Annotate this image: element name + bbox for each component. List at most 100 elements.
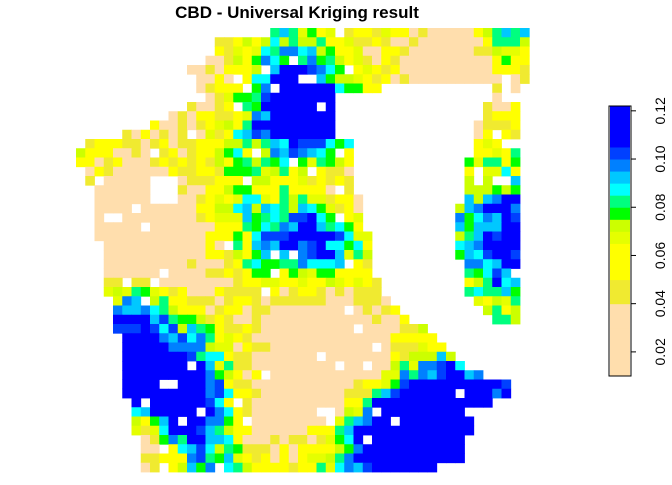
raster-cell bbox=[307, 83, 317, 94]
raster-cell bbox=[242, 259, 253, 269]
raster-cell bbox=[279, 379, 290, 390]
raster-cell bbox=[362, 74, 373, 84]
raster-cell bbox=[446, 370, 456, 380]
raster-cell bbox=[242, 92, 253, 103]
raster-cell bbox=[298, 250, 308, 260]
raster-cell bbox=[335, 74, 345, 84]
raster-cell bbox=[196, 370, 206, 380]
raster-cell bbox=[325, 277, 336, 288]
raster-cell bbox=[261, 222, 271, 232]
raster-cell bbox=[427, 333, 438, 343]
raster-cell bbox=[233, 379, 243, 390]
legend-band bbox=[610, 195, 630, 208]
raster-cell bbox=[122, 333, 132, 343]
raster-cell bbox=[196, 296, 206, 306]
raster-cell bbox=[288, 194, 299, 205]
raster-cell bbox=[353, 462, 364, 473]
raster-cell bbox=[510, 213, 521, 223]
raster-cell bbox=[335, 277, 345, 288]
raster-cell bbox=[353, 46, 364, 57]
raster-cell bbox=[483, 398, 493, 408]
raster-cell bbox=[335, 296, 345, 306]
raster-cell bbox=[159, 287, 169, 297]
raster-cell bbox=[316, 55, 327, 66]
raster-cell bbox=[270, 370, 280, 380]
raster-cell bbox=[316, 250, 327, 260]
raster-cell bbox=[362, 453, 373, 464]
raster-cell bbox=[131, 361, 142, 371]
raster-cell bbox=[279, 361, 290, 371]
raster-cell bbox=[270, 388, 280, 399]
raster-cell bbox=[214, 46, 225, 57]
raster-cell bbox=[372, 296, 382, 306]
raster-cell bbox=[362, 370, 373, 380]
raster-cell bbox=[242, 398, 253, 408]
raster-cell bbox=[242, 453, 253, 464]
raster-cell bbox=[270, 102, 280, 112]
raster-cell bbox=[298, 305, 308, 316]
raster-cell bbox=[251, 185, 262, 195]
raster-cell bbox=[279, 176, 290, 186]
raster-cell bbox=[279, 250, 290, 260]
raster-cell bbox=[316, 287, 327, 297]
raster-cell bbox=[520, 37, 530, 47]
raster-cell bbox=[307, 111, 317, 121]
raster-cell bbox=[372, 370, 382, 380]
raster-cell bbox=[335, 222, 345, 232]
raster-cell bbox=[122, 324, 132, 334]
raster-cell bbox=[270, 296, 280, 306]
raster-cell bbox=[251, 92, 262, 103]
raster-cell bbox=[483, 296, 493, 306]
raster-cell bbox=[233, 259, 243, 269]
raster-cell bbox=[464, 231, 475, 242]
raster-cell bbox=[409, 28, 419, 38]
raster-cell bbox=[251, 296, 262, 306]
raster-cell bbox=[288, 166, 299, 177]
raster-cell bbox=[251, 139, 262, 149]
raster-cell bbox=[187, 351, 197, 362]
raster-cell bbox=[196, 139, 206, 149]
raster-cell bbox=[196, 222, 206, 232]
raster-cell bbox=[436, 407, 447, 417]
raster-cell bbox=[177, 398, 188, 408]
raster-cell bbox=[113, 139, 123, 149]
raster-cell bbox=[131, 351, 142, 362]
raster-cell bbox=[270, 157, 280, 168]
raster-cell bbox=[150, 388, 160, 399]
raster-cell bbox=[501, 185, 512, 195]
raster-cell bbox=[501, 287, 512, 297]
raster-cell bbox=[418, 435, 428, 445]
raster-cell bbox=[492, 148, 502, 158]
raster-cell bbox=[288, 46, 299, 57]
raster-cell bbox=[362, 314, 373, 325]
raster-cell bbox=[316, 222, 327, 232]
raster-cell bbox=[381, 46, 391, 57]
raster-cell bbox=[196, 259, 206, 269]
raster-cell bbox=[316, 444, 327, 454]
raster-cell bbox=[372, 74, 382, 84]
raster-cell bbox=[353, 287, 364, 297]
raster-cell bbox=[242, 407, 253, 417]
raster-cell bbox=[94, 166, 105, 177]
raster-cell bbox=[381, 37, 391, 47]
raster-cell bbox=[510, 203, 521, 214]
raster-cell bbox=[455, 435, 465, 445]
raster-cell bbox=[224, 120, 234, 131]
raster-cell bbox=[344, 46, 354, 57]
raster-cell bbox=[473, 398, 484, 408]
raster-cell bbox=[381, 324, 391, 334]
raster-cell bbox=[510, 185, 521, 195]
raster-cell bbox=[279, 268, 290, 279]
raster-cell bbox=[390, 435, 401, 445]
raster-cell bbox=[270, 398, 280, 408]
raster-cell bbox=[140, 268, 151, 279]
raster-cell bbox=[353, 259, 364, 269]
raster-cell bbox=[288, 398, 299, 408]
raster-cell bbox=[325, 129, 336, 140]
raster-cell bbox=[325, 176, 336, 186]
raster-cell bbox=[353, 194, 364, 205]
raster-cell bbox=[270, 139, 280, 149]
raster-cell bbox=[242, 46, 253, 57]
raster-cell bbox=[159, 370, 169, 380]
raster-cell bbox=[177, 203, 188, 214]
